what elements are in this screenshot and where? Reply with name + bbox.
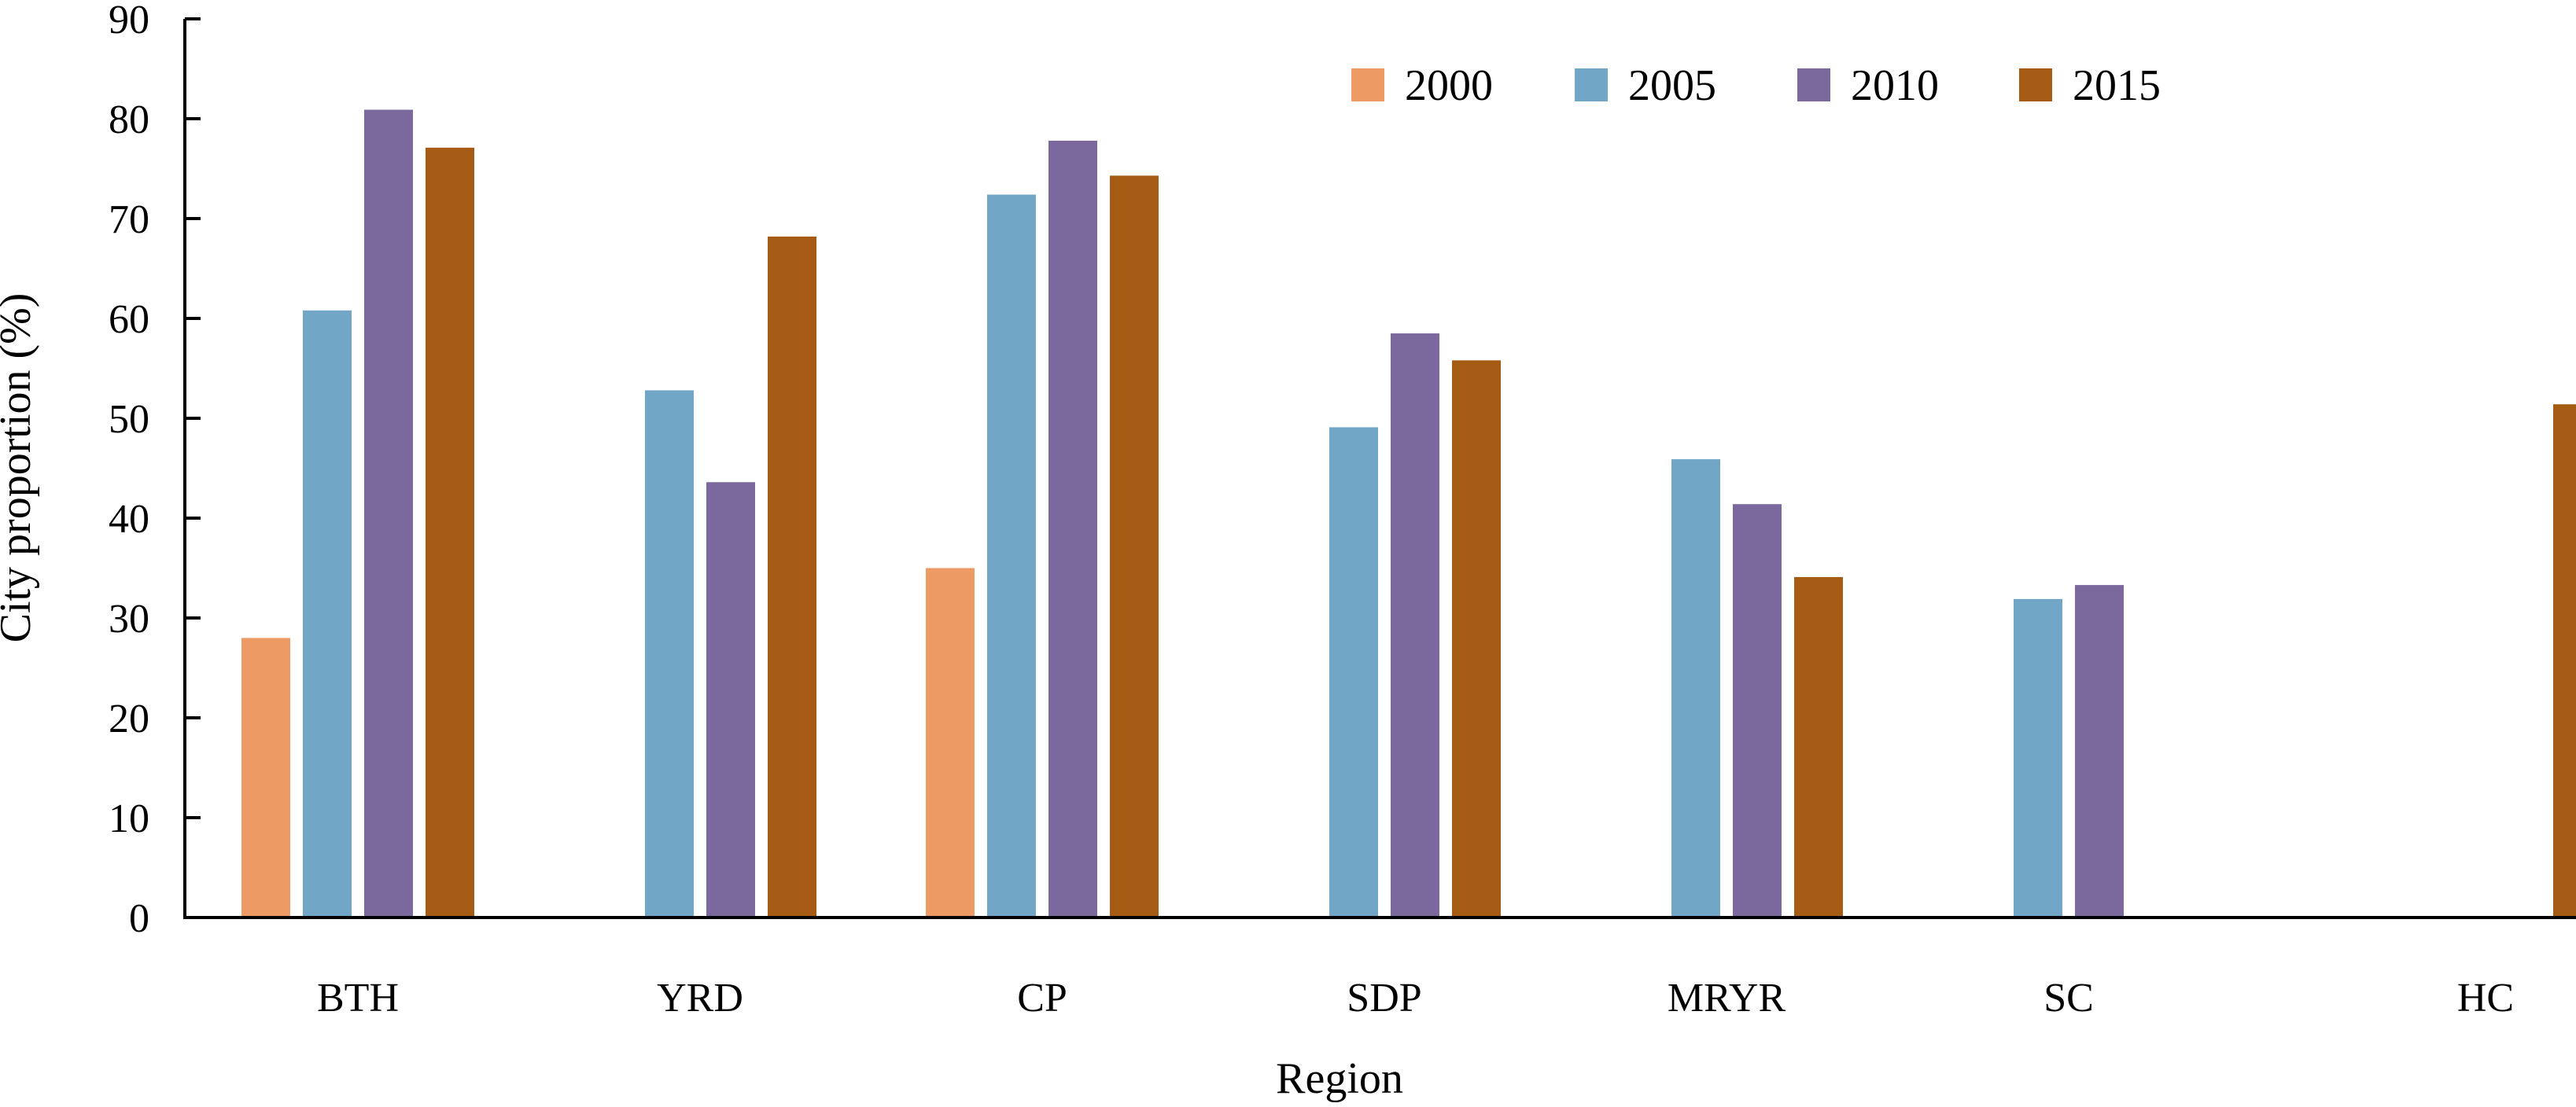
bar-sdp-2005 [1329, 427, 1378, 918]
bar-sc-2010 [2075, 585, 2124, 918]
category-label-hc: HC [2457, 976, 2514, 1021]
bar-yrd-2015 [768, 236, 816, 918]
y-tick-label: 0 [129, 896, 149, 941]
category-label-bth: BTH [317, 976, 399, 1021]
x-axis-title: Region [1276, 1054, 1403, 1103]
y-tick-label: 90 [109, 0, 149, 42]
bar-bth-2000 [241, 638, 290, 918]
bar-mryr-2015 [1794, 576, 1843, 918]
bar-yrd-2010 [706, 482, 755, 918]
category-label-yrd: YRD [657, 976, 743, 1021]
bar-mryr-2005 [1671, 459, 1720, 918]
legend-label-2000: 2000 [1405, 61, 1493, 110]
bars-group [241, 109, 2576, 918]
category-label-sdp: SDP [1347, 976, 1421, 1021]
legend-swatch-2010 [1797, 68, 1830, 101]
category-label-mryr: MRYR [1668, 976, 1786, 1021]
y-tick-label: 80 [109, 97, 149, 142]
y-tick-label: 70 [109, 197, 149, 242]
legend-swatch-2015 [2019, 68, 2052, 101]
y-tick-label: 20 [109, 697, 149, 741]
bar-cp-2010 [1048, 140, 1097, 918]
bar-sdp-2010 [1391, 333, 1439, 918]
bar-yrd-2005 [645, 390, 694, 918]
y-tick-label: 40 [109, 497, 149, 542]
y-axis: 0 10 20 30 40 50 60 70 80 90 [109, 0, 201, 941]
legend-label-2010: 2010 [1851, 61, 1939, 110]
bar-sdp-2015 [1452, 360, 1501, 918]
bar-hc-2015 [2553, 404, 2576, 918]
category-label-sc: SC [2043, 976, 2094, 1021]
category-label-cp: CP [1017, 976, 1067, 1021]
bar-sc-2005 [2014, 598, 2062, 918]
legend: 2000 2005 2010 2015 [1351, 61, 2161, 110]
category-labels: BTH YRD CP SDP MRYR SC HC [317, 976, 2514, 1021]
y-axis-title: City proportion (%) [0, 293, 40, 643]
bar-mryr-2010 [1733, 504, 1782, 918]
bar-bth-2005 [303, 310, 352, 918]
bar-cp-2005 [987, 194, 1036, 918]
bar-cp-2000 [926, 568, 975, 918]
y-tick-label: 30 [109, 597, 149, 642]
bar-bth-2010 [364, 109, 413, 918]
y-tick-label: 60 [109, 297, 149, 342]
legend-label-2015: 2015 [2073, 61, 2161, 110]
legend-swatch-2000 [1351, 68, 1384, 101]
bar-cp-2015 [1110, 175, 1159, 918]
legend-label-2005: 2005 [1628, 61, 1716, 110]
legend-swatch-2005 [1575, 68, 1608, 101]
y-tick-label: 50 [109, 397, 149, 442]
bar-bth-2015 [426, 147, 474, 918]
y-tick-label: 10 [109, 796, 149, 841]
